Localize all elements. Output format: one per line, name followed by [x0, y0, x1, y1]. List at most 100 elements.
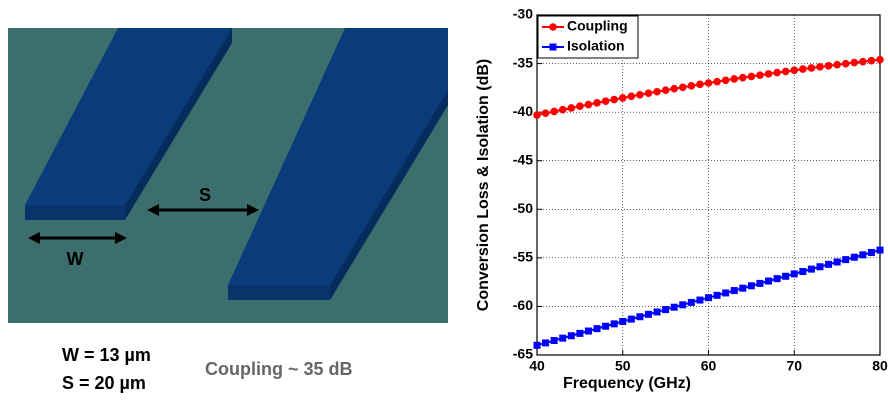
marker	[816, 263, 823, 270]
y-tick-label: -50	[513, 200, 533, 216]
marker	[808, 64, 816, 72]
y-tick-label: -30	[513, 6, 533, 22]
marker	[799, 65, 807, 73]
marker	[645, 311, 652, 318]
marker	[730, 75, 738, 83]
note-spacing: S = 20 µm	[62, 373, 146, 393]
marker	[850, 59, 858, 67]
y-tick-label: -45	[513, 151, 533, 167]
marker	[645, 89, 653, 97]
marker	[628, 316, 635, 323]
marker	[679, 301, 686, 308]
marker	[722, 289, 729, 296]
marker	[533, 111, 541, 119]
marker	[551, 337, 558, 344]
marker	[877, 247, 884, 254]
legend-label: Isolation	[567, 38, 625, 54]
marker	[654, 308, 661, 315]
y-tick-label: -55	[513, 249, 533, 265]
y-tick-label: -60	[513, 297, 533, 313]
marker	[662, 306, 669, 313]
marker	[739, 74, 747, 82]
marker	[765, 278, 772, 285]
marker	[662, 86, 670, 94]
marker	[549, 23, 557, 31]
x-axis-label: Frequency (GHz)	[563, 375, 691, 392]
marker	[671, 304, 678, 311]
marker	[550, 44, 557, 51]
marker	[559, 335, 566, 342]
marker	[756, 280, 763, 287]
marker	[619, 94, 627, 102]
marker	[851, 254, 858, 261]
marker	[799, 268, 806, 275]
page: S W W = 13 µm S = 20 µm Coupling ~ 35 dB…	[0, 0, 888, 400]
marker	[748, 73, 756, 81]
chart: Frequency (GHz) Conversion Loss & Isolat…	[475, 6, 888, 393]
marker	[619, 318, 626, 325]
marker	[653, 88, 661, 96]
legend-label: Coupling	[567, 18, 628, 34]
strip-front	[25, 205, 125, 220]
marker	[714, 292, 721, 299]
marker	[705, 294, 712, 301]
marker	[542, 339, 549, 346]
marker	[790, 66, 798, 74]
marker	[670, 85, 678, 93]
marker	[756, 71, 764, 79]
x-tick-label: 80	[872, 358, 888, 374]
marker	[585, 328, 592, 335]
marker	[576, 102, 584, 110]
illustration: S W	[8, 28, 448, 323]
marker	[568, 104, 576, 112]
x-tick-label: 50	[615, 358, 631, 374]
marker	[628, 93, 636, 101]
marker	[868, 57, 876, 65]
note-width: W = 13 µm	[62, 345, 151, 365]
marker	[876, 56, 884, 64]
marker	[688, 299, 695, 306]
marker	[576, 330, 583, 337]
marker	[550, 108, 558, 116]
marker	[568, 332, 575, 339]
marker	[791, 270, 798, 277]
s-label: S	[199, 185, 211, 205]
marker	[859, 58, 867, 66]
marker	[782, 68, 790, 76]
marker	[593, 99, 601, 107]
marker	[842, 256, 849, 263]
marker	[594, 325, 601, 332]
marker	[696, 81, 704, 89]
marker	[713, 78, 721, 86]
x-tick-label: 60	[701, 358, 717, 374]
marker	[748, 282, 755, 289]
marker	[611, 320, 618, 327]
x-tick-label: 40	[529, 358, 545, 374]
marker	[816, 63, 824, 71]
marker	[833, 61, 841, 69]
marker	[688, 82, 696, 90]
marker	[585, 101, 593, 109]
marker	[705, 79, 713, 87]
marker	[636, 91, 644, 99]
marker	[696, 297, 703, 304]
marker	[774, 275, 781, 282]
marker	[542, 109, 550, 117]
marker	[731, 287, 738, 294]
marker	[868, 249, 875, 256]
marker	[679, 83, 687, 91]
w-label: W	[67, 249, 84, 269]
marker	[842, 60, 850, 68]
marker	[602, 323, 609, 330]
y-tick-label: -40	[513, 103, 533, 119]
marker	[602, 97, 610, 105]
marker	[834, 258, 841, 265]
marker	[773, 69, 781, 77]
marker	[636, 313, 643, 320]
marker	[610, 96, 618, 104]
marker	[825, 62, 833, 70]
strip-front	[228, 285, 330, 300]
marker	[722, 76, 730, 84]
note-coupling: Coupling ~ 35 dB	[205, 359, 353, 379]
legend: Coupling Isolation	[538, 16, 638, 58]
